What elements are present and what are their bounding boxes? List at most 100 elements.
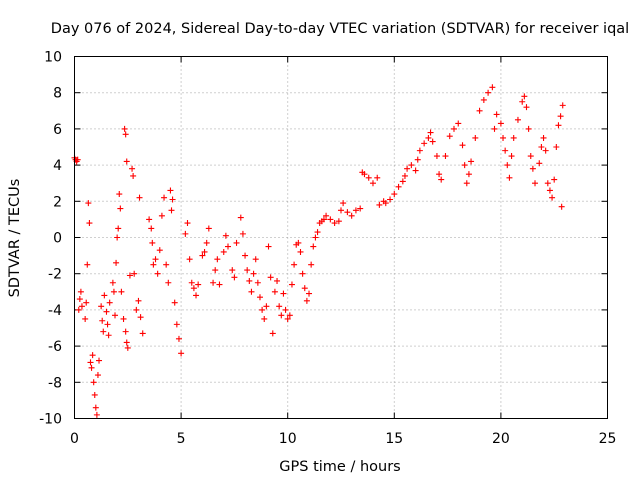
data-point bbox=[103, 308, 110, 315]
data-point bbox=[508, 153, 515, 160]
data-point bbox=[558, 203, 565, 210]
data-point bbox=[382, 200, 389, 207]
data-point bbox=[101, 292, 108, 299]
data-point bbox=[252, 256, 259, 263]
data-point bbox=[171, 299, 178, 306]
data-point bbox=[76, 296, 83, 303]
data-point bbox=[468, 158, 475, 165]
data-point bbox=[387, 196, 394, 203]
data-point bbox=[201, 248, 208, 255]
data-point bbox=[150, 261, 157, 268]
data-point bbox=[186, 256, 193, 263]
data-point bbox=[450, 125, 457, 132]
data-point bbox=[485, 89, 492, 96]
data-point bbox=[123, 158, 130, 165]
data-point bbox=[175, 335, 182, 342]
data-point bbox=[231, 274, 238, 281]
data-point bbox=[137, 314, 144, 321]
data-point bbox=[310, 243, 317, 250]
data-point bbox=[555, 122, 562, 129]
data-point bbox=[214, 256, 221, 263]
data-point bbox=[261, 315, 268, 322]
data-point bbox=[284, 315, 291, 322]
x-tick-label: 10 bbox=[279, 431, 297, 447]
data-point bbox=[82, 315, 89, 322]
data-point bbox=[299, 270, 306, 277]
x-tick-label: 5 bbox=[177, 431, 186, 447]
data-point bbox=[553, 144, 560, 150]
data-point bbox=[480, 96, 487, 103]
data-point bbox=[239, 230, 246, 237]
data-point bbox=[546, 187, 553, 194]
data-point bbox=[312, 234, 319, 241]
data-point bbox=[205, 225, 212, 232]
x-tick-label: 15 bbox=[385, 431, 403, 447]
data-point bbox=[338, 207, 344, 214]
data-point bbox=[274, 277, 281, 284]
x-axis-label: GPS time / hours bbox=[279, 459, 400, 475]
data-point bbox=[130, 172, 137, 179]
data-point bbox=[113, 259, 120, 266]
data-point bbox=[106, 299, 113, 306]
data-point bbox=[404, 165, 411, 172]
data-point bbox=[436, 171, 443, 178]
data-point bbox=[529, 165, 536, 172]
data-point bbox=[84, 261, 91, 268]
data-point bbox=[121, 125, 128, 132]
data-point bbox=[348, 212, 355, 219]
data-point bbox=[291, 261, 298, 268]
data-point bbox=[365, 174, 372, 181]
x-tick-label: 20 bbox=[492, 431, 510, 447]
data-point bbox=[122, 328, 129, 335]
data-point bbox=[301, 285, 308, 292]
data-point bbox=[88, 364, 95, 371]
data-point bbox=[391, 191, 398, 198]
data-point bbox=[242, 252, 249, 259]
data-point bbox=[286, 312, 293, 319]
data-point bbox=[500, 134, 507, 141]
data-point bbox=[465, 171, 472, 178]
data-point bbox=[178, 350, 185, 357]
data-point bbox=[288, 281, 295, 288]
data-point bbox=[551, 176, 558, 183]
data-point bbox=[93, 411, 100, 418]
data-point bbox=[519, 98, 526, 105]
data-point bbox=[306, 290, 313, 297]
data-point bbox=[118, 288, 125, 295]
data-point bbox=[182, 230, 189, 237]
data-point bbox=[267, 274, 274, 281]
data-point bbox=[99, 317, 106, 324]
data-point bbox=[152, 256, 159, 263]
data-point bbox=[472, 134, 479, 141]
data-point bbox=[123, 339, 130, 346]
data-point bbox=[429, 138, 436, 145]
data-point bbox=[203, 239, 210, 246]
data-point bbox=[233, 239, 240, 246]
data-point bbox=[94, 372, 101, 379]
data-point bbox=[250, 270, 257, 277]
data-point bbox=[124, 344, 131, 351]
data-point bbox=[425, 134, 432, 141]
data-point bbox=[91, 391, 98, 398]
data-point bbox=[549, 194, 556, 201]
data-point bbox=[237, 214, 244, 221]
data-point bbox=[506, 174, 513, 181]
data-point bbox=[455, 120, 462, 127]
data-point bbox=[212, 267, 219, 274]
data-point bbox=[156, 247, 163, 254]
data-point bbox=[109, 279, 116, 286]
data-point bbox=[148, 225, 155, 232]
y-axis-label: SDTVAR / TECUs bbox=[7, 179, 23, 298]
data-point bbox=[78, 303, 85, 310]
data-point bbox=[265, 243, 272, 250]
data-point bbox=[117, 205, 124, 212]
data-point bbox=[210, 279, 217, 286]
plot-area-frame bbox=[74, 56, 608, 419]
data-point bbox=[493, 111, 500, 118]
data-point bbox=[195, 281, 202, 288]
data-point bbox=[269, 330, 276, 337]
data-point bbox=[173, 321, 180, 328]
tick-labels: 0 5 10 15 20 25 -10 -8 -6 -4 -2 0 2 4 6 8 10 bbox=[39, 50, 616, 448]
y-tick-label: 0 bbox=[53, 231, 62, 247]
